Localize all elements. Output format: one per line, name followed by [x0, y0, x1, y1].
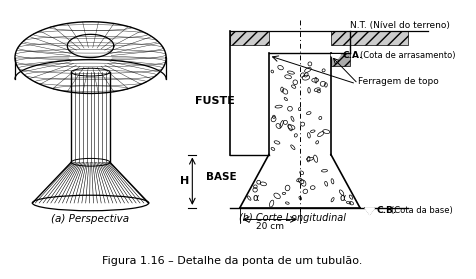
Text: FUSTE: FUSTE	[194, 96, 234, 106]
Text: Figura 1.16 – Detalhe da ponta de um tubulão.: Figura 1.16 – Detalhe da ponta de um tub…	[102, 256, 361, 266]
Text: (a) Perspectiva: (a) Perspectiva	[51, 215, 129, 225]
Text: N.T. (Nível do terreno): N.T. (Nível do terreno)	[349, 21, 449, 30]
Text: C.A.: C.A.	[342, 51, 362, 60]
Text: α: α	[252, 193, 258, 203]
Polygon shape	[330, 55, 340, 61]
Bar	[330, 53, 349, 66]
Text: Ferragem de topo: Ferragem de topo	[357, 77, 438, 86]
Text: BASE: BASE	[206, 172, 236, 182]
Bar	[229, 32, 268, 45]
Text: α: α	[338, 193, 345, 203]
Polygon shape	[364, 208, 374, 215]
Text: (b) Corte Longitudinal: (b) Corte Longitudinal	[238, 213, 345, 223]
Text: 20 cm: 20 cm	[255, 222, 283, 231]
Text: (Cota de arrasamento): (Cota de arrasamento)	[359, 51, 455, 60]
Text: C.B.: C.B.	[376, 206, 396, 215]
Text: H: H	[179, 176, 189, 186]
Bar	[330, 32, 407, 45]
Text: (Cota da base): (Cota da base)	[390, 206, 452, 215]
